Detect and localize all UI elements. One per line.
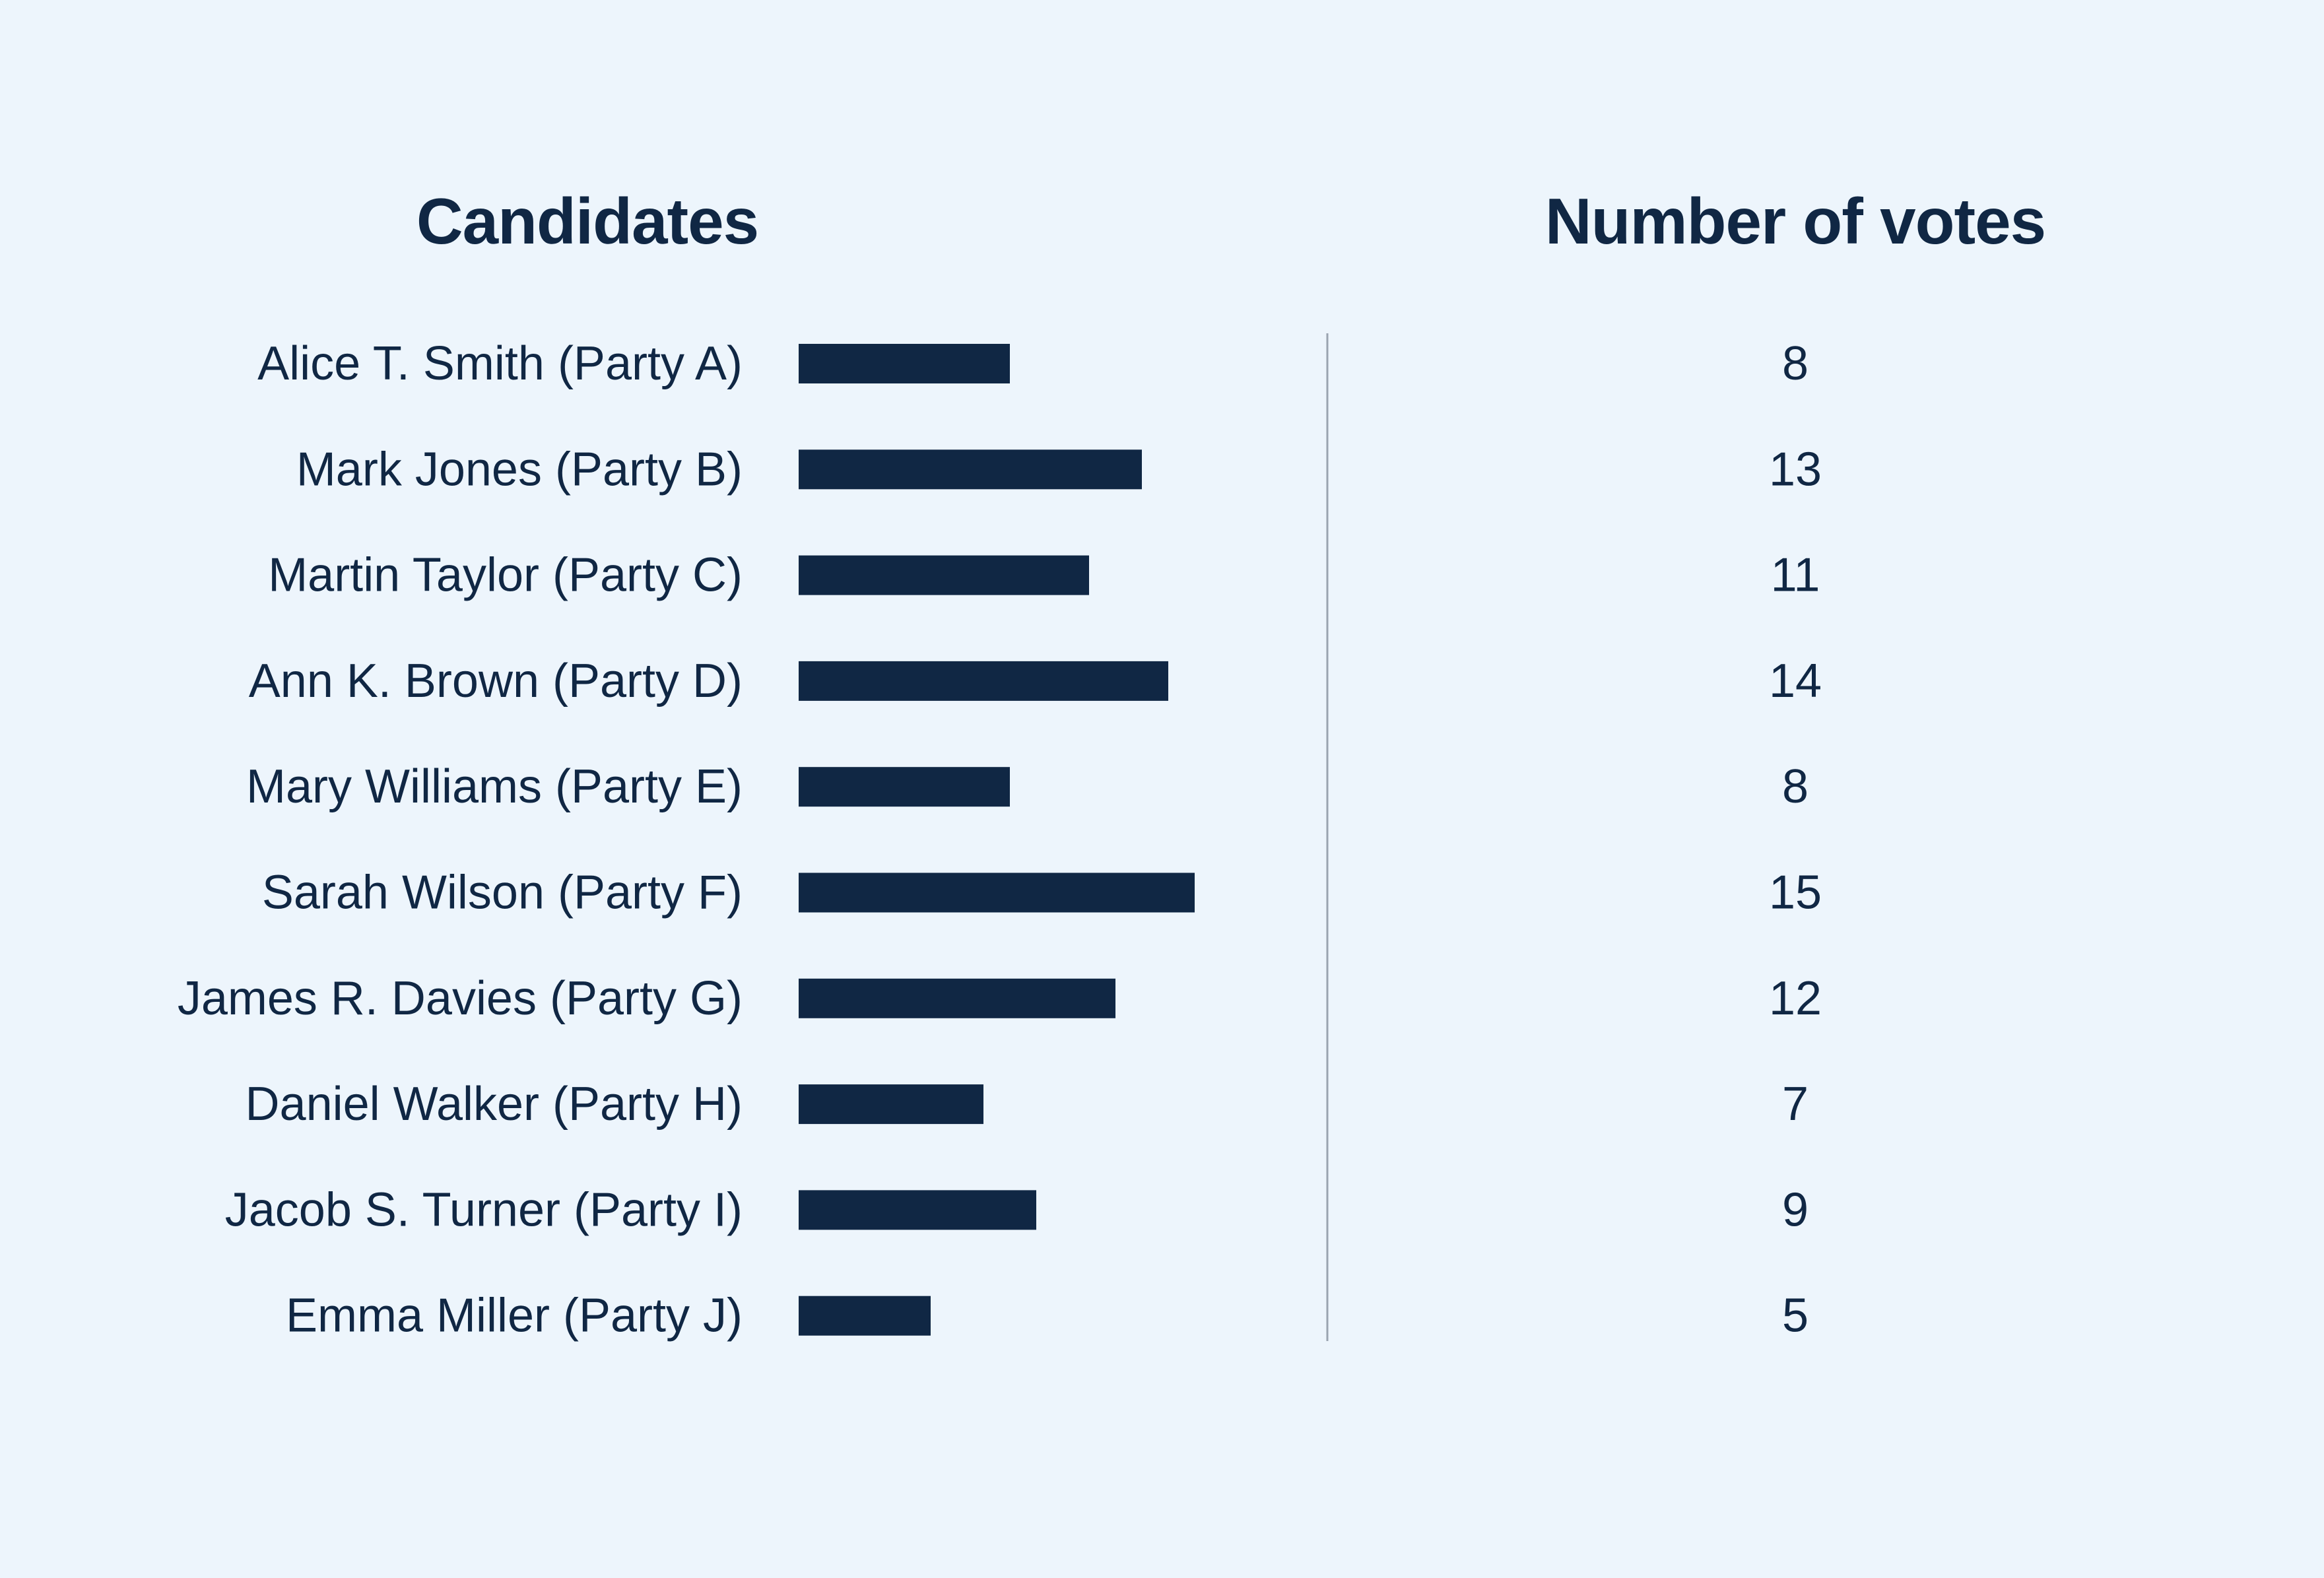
candidate-labels: Alice T. Smith (Party A) Mark Jones (Part…: [178, 337, 743, 1342]
candidate-label: Martin Taylor (Party C): [268, 549, 743, 602]
candidate-label: Jacob S. Turner (Party I): [225, 1183, 743, 1236]
vote-count: 5: [1782, 1290, 1809, 1342]
candidates-heading: Candidates: [416, 185, 759, 257]
vote-count: 7: [1782, 1078, 1809, 1131]
vote-bar: [799, 978, 1115, 1018]
vote-count: 14: [1769, 655, 1822, 707]
vote-bar: [799, 872, 1195, 913]
vote-count: 8: [1782, 337, 1809, 390]
vote-count: 15: [1769, 867, 1822, 919]
vote-count: 8: [1782, 760, 1809, 813]
vote-count: 13: [1769, 443, 1822, 496]
votes-heading: Number of votes: [1544, 185, 2046, 257]
candidate-label: Daniel Walker (Party H): [246, 1078, 743, 1131]
vote-count: 9: [1782, 1183, 1809, 1236]
vote-bar: [799, 1190, 1036, 1230]
candidate-label: James R. Davies (Party G): [178, 972, 743, 1025]
candidate-label: Alice T. Smith (Party A): [257, 337, 743, 390]
vote-bar: [799, 1084, 983, 1125]
vote-bar: [799, 1296, 931, 1336]
vote-bar: [799, 449, 1142, 490]
candidate-label: Mark Jones (Party B): [296, 443, 743, 496]
candidate-label: Emma Miller (Party J): [286, 1290, 743, 1342]
vote-count: 12: [1769, 972, 1822, 1025]
vote-bar: [799, 767, 1010, 807]
vote-count: 11: [1771, 549, 1820, 602]
vote-bar: [799, 661, 1168, 701]
vote-bars: [799, 344, 1195, 1336]
candidate-label: Sarah Wilson (Party F): [262, 867, 743, 919]
vote-bar: [799, 344, 1010, 383]
candidate-label: Mary Williams (Party E): [246, 760, 743, 813]
candidate-label: Ann K. Brown (Party D): [249, 655, 743, 707]
vote-bar: [799, 555, 1089, 595]
vote-values: 8 13 11 14 8 15 12 7 9 5: [1769, 337, 1822, 1342]
